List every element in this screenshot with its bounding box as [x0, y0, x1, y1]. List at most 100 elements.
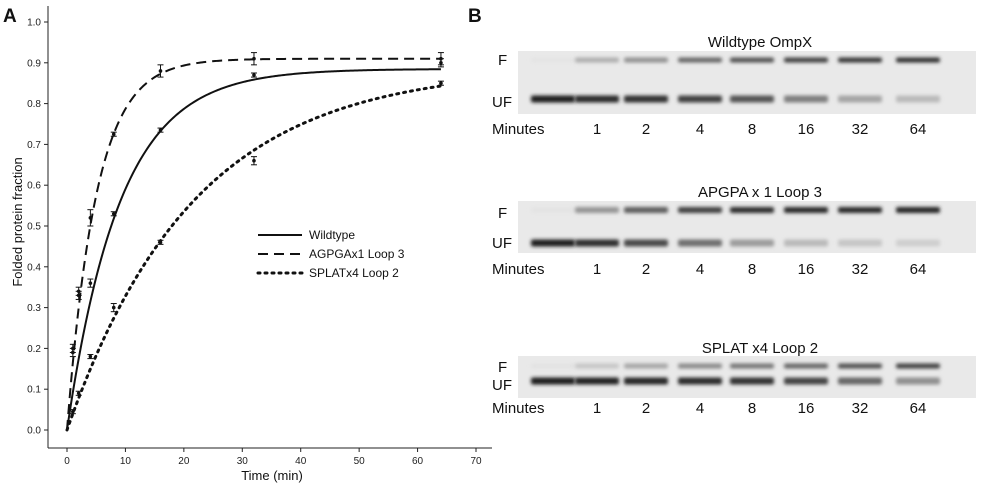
lane-label: 64 — [910, 400, 927, 417]
lane-label: 2 — [642, 121, 650, 138]
data-point-series-1 — [111, 132, 116, 136]
gel-1-f-label: F — [498, 52, 507, 69]
y-tick-label: 0.9 — [27, 58, 41, 69]
y-tick-label: 0.7 — [27, 140, 41, 151]
kinetics-chart: 0.0 0.1 0.2 0.3 0.4 0.5 0.6 0.7 0.8 0.9 1.0 0 10 20 3… — [10, 6, 492, 483]
unfolded-band — [838, 377, 882, 385]
lane-label: 16 — [798, 400, 815, 417]
gel-2-uf-label: UF — [492, 235, 512, 252]
gel-1-uf-label: UF — [492, 94, 512, 111]
data-point-series-0 — [111, 211, 116, 216]
folded-band — [531, 57, 575, 63]
lane-label: 32 — [852, 400, 869, 417]
gel-3-lane-labels: 1 2 4 8 16 32 64 — [593, 400, 927, 417]
lane-label: 64 — [910, 261, 927, 278]
unfolded-band — [896, 377, 940, 385]
folded-band — [838, 57, 882, 63]
unfolded-band — [896, 239, 940, 247]
gel-3-bands — [531, 363, 940, 385]
unfolded-band — [784, 95, 828, 103]
y-tick-label: 0.5 — [27, 222, 41, 233]
folded-band — [531, 363, 575, 369]
unfolded-band — [531, 377, 575, 385]
unfolded-band — [678, 95, 722, 103]
lane-label: 4 — [696, 121, 704, 138]
gel-2-title: APGPA x 1 Loop 3 — [698, 184, 822, 201]
panel-a-letter: A — [3, 6, 17, 27]
data-point-series-1 — [439, 56, 443, 61]
unfolded-band — [730, 239, 774, 247]
folded-band — [575, 207, 619, 213]
gel-2-bands — [531, 207, 940, 247]
unfolded-band — [624, 377, 668, 385]
data-point-series-0 — [158, 128, 163, 132]
y-tick-label: 1.0 — [27, 18, 41, 29]
legend: Wildtype AGPGAx1 Loop 3 SPLATx4 Loop 2 — [256, 228, 405, 280]
unfolded-band — [531, 239, 575, 247]
unfolded-band — [575, 239, 619, 247]
unfolded-band — [575, 95, 619, 103]
unfolded-band — [784, 377, 828, 385]
folded-band — [784, 57, 828, 63]
y-tick-label: 0.2 — [27, 344, 41, 355]
lane-label: 32 — [852, 121, 869, 138]
unfolded-band — [730, 377, 774, 385]
legend-label-agpga: AGPGAx1 Loop 3 — [309, 247, 405, 261]
folded-band — [575, 57, 619, 63]
lane-label: 32 — [852, 261, 869, 278]
lane-label: 16 — [798, 261, 815, 278]
lane-label: 8 — [748, 261, 756, 278]
unfolded-band — [678, 239, 722, 247]
x-tick-label: 30 — [237, 456, 249, 467]
folded-band — [730, 363, 774, 369]
fit-line-series-2 — [65, 84, 443, 432]
unfolded-band — [624, 239, 668, 247]
unfolded-band — [784, 239, 828, 247]
unfolded-band — [678, 377, 722, 385]
x-ticks: 0 10 20 30 40 50 60 70 — [64, 448, 482, 467]
data-point-series-2 — [71, 409, 75, 414]
gel-3-minutes-label: Minutes — [492, 400, 545, 417]
x-tick-label: 70 — [470, 456, 482, 467]
gel-3-f-label: F — [498, 359, 507, 376]
gel-1-title: Wildtype OmpX — [708, 34, 812, 51]
y-ticks: 0.0 0.1 0.2 0.3 0.4 0.5 0.6 0.7 0.8 0.9 1.0 — [27, 18, 48, 437]
data-point-series-1 — [88, 216, 93, 220]
data-point-series-2 — [76, 391, 81, 396]
gel-2-lane-labels: 1 2 4 8 16 32 64 — [593, 261, 927, 278]
folded-band — [624, 363, 668, 369]
lane-label: 1 — [593, 400, 601, 417]
unfolded-band — [575, 377, 619, 385]
y-tick-label: 0.4 — [27, 262, 41, 273]
x-tick-label: 60 — [412, 456, 424, 467]
data-point-series-0 — [252, 73, 256, 77]
legend-label-splat: SPLATx4 Loop 2 — [309, 266, 399, 280]
folded-band — [838, 207, 882, 213]
y-tick-label: 0.8 — [27, 99, 41, 110]
lane-label: 2 — [642, 400, 650, 417]
data-point-series-1 — [71, 346, 75, 351]
panel-b-letter: B — [468, 6, 482, 27]
lane-label: 1 — [593, 261, 601, 278]
fit-line-series-1 — [66, 57, 441, 431]
gel-splat: SPLAT x4 Loop 2 F UF Minutes 1 2 4 8 16 32 64 — [492, 340, 976, 417]
y-tick-label: 0.3 — [27, 303, 41, 314]
folded-band — [784, 207, 828, 213]
folded-band — [784, 363, 828, 369]
gel-1-bands — [531, 57, 940, 103]
fit-line-series-0 — [66, 68, 441, 431]
x-tick-label: 50 — [354, 456, 366, 467]
folded-band — [678, 363, 722, 369]
x-tick-label: 20 — [178, 456, 190, 467]
gel-1-minutes-label: Minutes — [492, 121, 545, 138]
lane-label: 64 — [910, 121, 927, 138]
folded-band — [575, 363, 619, 369]
folded-band — [838, 363, 882, 369]
data-point-series-2 — [252, 158, 256, 163]
unfolded-band — [896, 95, 940, 103]
y-tick-label: 0.1 — [27, 385, 41, 396]
gel-1-lane-labels: 1 2 4 8 16 32 64 — [593, 121, 927, 138]
lane-label: 2 — [642, 261, 650, 278]
unfolded-band — [730, 95, 774, 103]
